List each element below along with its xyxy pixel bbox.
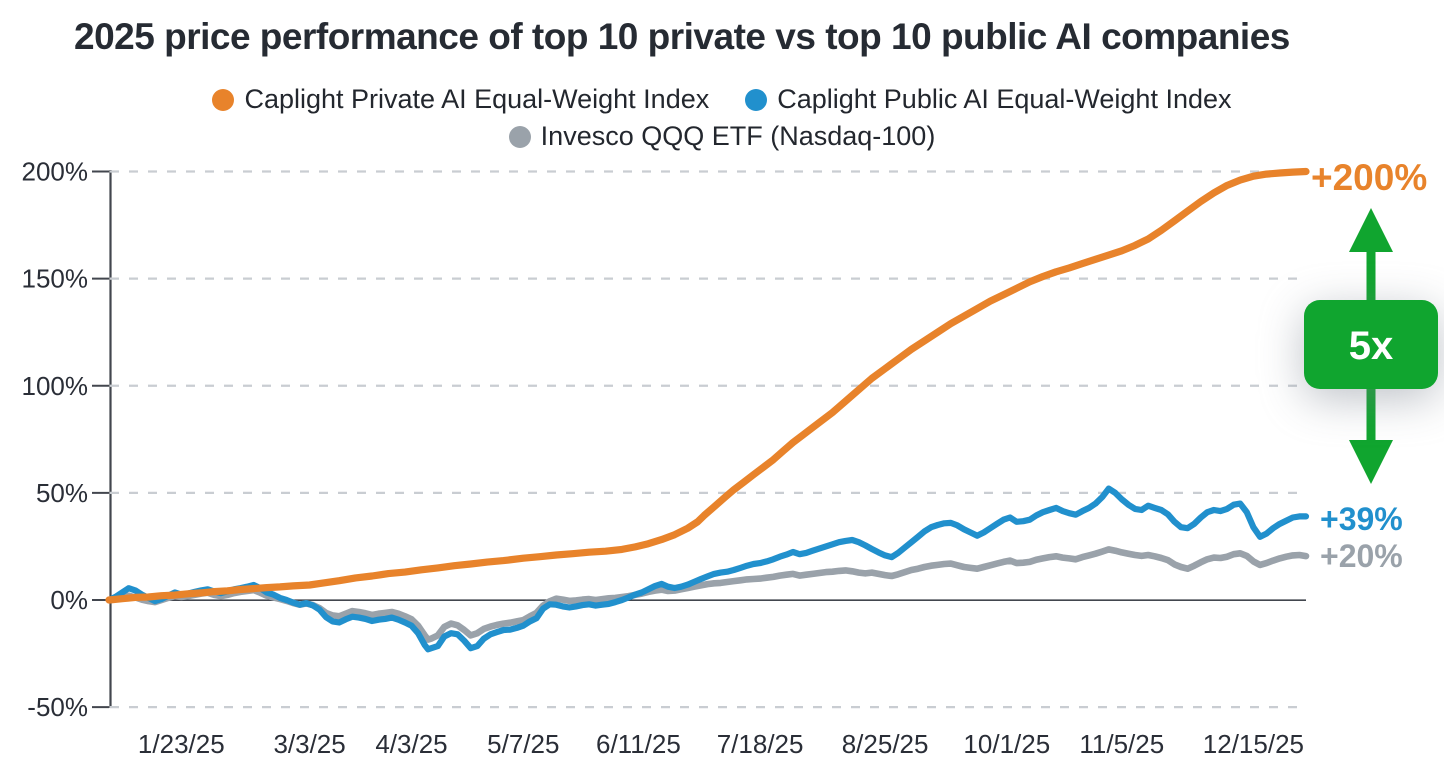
series-line-2 xyxy=(105,546,1310,643)
qqq-series-dot-icon xyxy=(508,125,531,148)
page-title: 2025 price performance of top 10 private… xyxy=(74,16,1290,57)
series-lines xyxy=(105,167,1310,653)
legend-label-qqq: Invesco QQQ ETF (Nasdaq-100) xyxy=(540,121,936,151)
x-tick-label: 1/23/25 xyxy=(138,729,225,759)
badge-label: 5x xyxy=(1349,324,1394,368)
legend-item-private: Caplight Private AI Equal-Weight Index xyxy=(212,84,709,115)
legend-item-public: Caplight Public AI Equal-Weight Index xyxy=(745,84,1232,115)
legend: Caplight Private AI Equal-Weight Index C… xyxy=(0,84,1444,152)
legend-label-private: Caplight Private AI Equal-Weight Index xyxy=(244,84,710,114)
endpoint-label-private: +200% xyxy=(1311,157,1427,198)
public-series-dot-icon xyxy=(745,88,768,111)
y-tick-label-50: 50% xyxy=(36,478,88,508)
annotation-layer: 5x +200% +39% +20% xyxy=(1304,157,1438,574)
y-tick-label--50: -50% xyxy=(27,692,88,722)
x-tick-label: 5/7/25 xyxy=(487,729,559,759)
multiplier-badge: 5x xyxy=(1304,300,1438,389)
x-tick-label: 12/15/25 xyxy=(1203,729,1304,759)
series-line-0 xyxy=(105,167,1310,604)
x-tick-label: 4/3/25 xyxy=(375,729,447,759)
arrow-head-down-icon xyxy=(1349,440,1393,484)
grid-and-axes: 200% 150% 100% 50% 0% -50% 1/23/25 3/3/25 4/3/25… xyxy=(22,157,1306,759)
badge-background xyxy=(1304,300,1438,389)
legend-item-qqq: Invesco QQQ ETF (Nasdaq-100) xyxy=(508,121,936,152)
legend-row-2: Invesco QQQ ETF (Nasdaq-100) xyxy=(508,121,936,152)
series-line-1 xyxy=(105,485,1310,653)
arrow-head-up-icon xyxy=(1349,208,1393,252)
private-series-dot-icon xyxy=(212,88,235,111)
x-tick-label: 6/11/25 xyxy=(596,729,681,759)
x-tick-label: 11/5/25 xyxy=(1079,729,1164,759)
legend-row-1: Caplight Private AI Equal-Weight Index C… xyxy=(212,84,1232,115)
x-tick-label: 10/1/25 xyxy=(963,729,1050,759)
y-tick-label-200: 200% xyxy=(22,157,89,187)
x-tick-label: 3/3/25 xyxy=(273,729,345,759)
x-tick-label: 8/25/25 xyxy=(842,729,929,759)
y-tick-label-150: 150% xyxy=(22,264,89,294)
y-tick-label-0: 0% xyxy=(50,585,88,615)
x-tick-label: 7/18/25 xyxy=(717,729,804,759)
legend-label-public: Caplight Public AI Equal-Weight Index xyxy=(777,84,1232,114)
y-tick-label-100: 100% xyxy=(22,371,89,401)
endpoint-label-qqq: +20% xyxy=(1320,538,1403,574)
endpoint-label-public: +39% xyxy=(1320,501,1403,537)
